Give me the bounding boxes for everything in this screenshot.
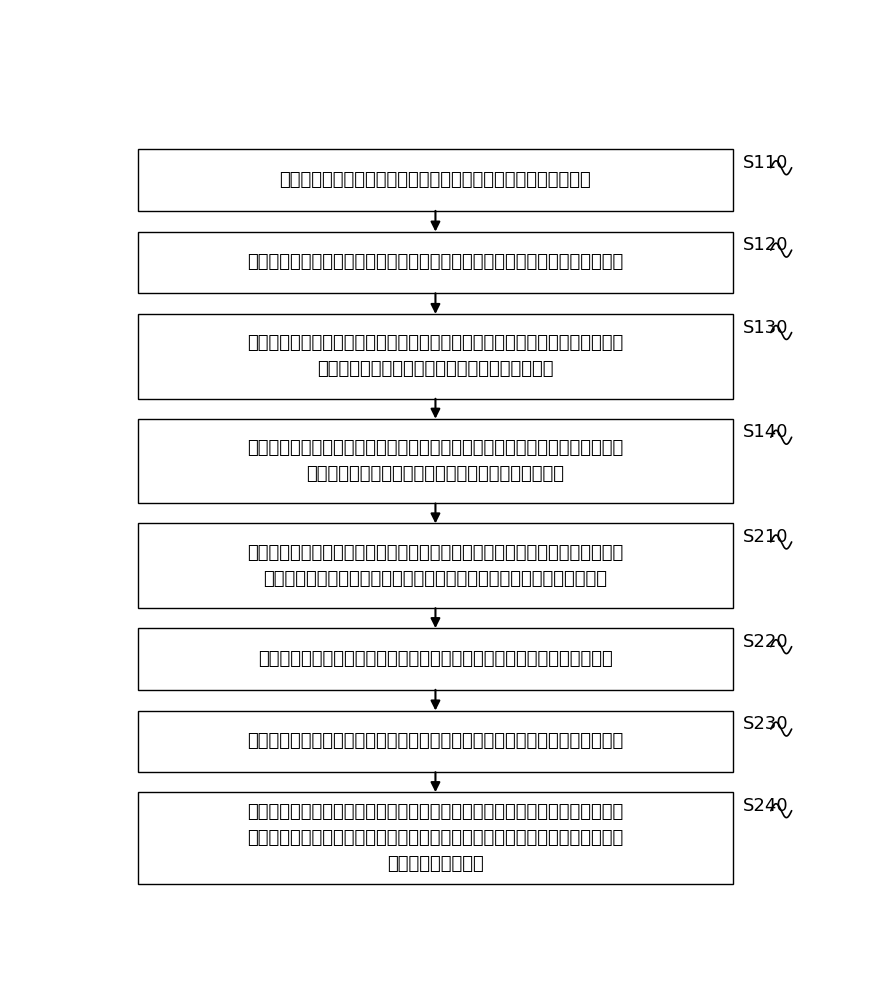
Text: S240: S240: [742, 797, 788, 815]
Bar: [138, 314, 732, 399]
Text: 穿刺角度和推进距离: 穿刺角度和推进距离: [386, 855, 484, 873]
Bar: [138, 149, 732, 211]
Text: 积最大的血管轮廓区域并分离，得到血管轮廓图像: 积最大的血管轮廓区域并分离，得到血管轮廓图像: [316, 360, 553, 378]
Bar: [138, 628, 732, 690]
Text: 径，选取超声血管图像的血管腔内区域作为识别扫描穿刺针的感兴趣区域: 径，选取超声血管图像的血管腔内区域作为识别扫描穿刺针的感兴趣区域: [263, 570, 607, 588]
Text: 将所述二值化穿刺针图像进行轮廓检测并提取穿刺针轮廓，得到穿刺针轮廓图像: 将所述二值化穿刺针图像进行轮廓检测并提取穿刺针轮廓，得到穿刺针轮廓图像: [247, 732, 623, 750]
Text: 根据穿刺针实际穿刺方向对应到所述超声血管图像的穿刺针倾斜方向，扫描所述: 根据穿刺针实际穿刺方向对应到所述超声血管图像的穿刺针倾斜方向，扫描所述: [247, 803, 623, 821]
Text: 的深度位置、血管下壁的深度位置和血管腔的内壁直径: 的深度位置、血管下壁的深度位置和血管腔的内壁直径: [306, 465, 564, 483]
Text: S140: S140: [742, 423, 788, 441]
Bar: [138, 711, 732, 772]
Text: 穿刺针轮廓图像中穿刺针轮廓左右极点的图像坐标，得到所述穿刺针针尖深度、: 穿刺针轮廓图像中穿刺针轮廓左右极点的图像坐标，得到所述穿刺针针尖深度、: [247, 829, 623, 847]
Text: 将所述二值化血管图像进行轮廓检测并提取血管轮廓，扫描出图像中血管轮廓面: 将所述二值化血管图像进行轮廓检测并提取血管轮廓，扫描出图像中血管轮廓面: [247, 334, 623, 352]
Text: S110: S110: [742, 154, 788, 172]
Text: 将所述皮下血管的感兴趣区域的图像转化为血管轮廓边缘平滑的二值化血管图像: 将所述皮下血管的感兴趣区域的图像转化为血管轮廓边缘平滑的二值化血管图像: [247, 253, 623, 271]
Text: S220: S220: [742, 633, 788, 651]
Text: S120: S120: [742, 236, 788, 254]
Text: 根据所述血管上壁的深度位置、所述血管下壁的深度位置和所述血管腔的内壁直: 根据所述血管上壁的深度位置、所述血管下壁的深度位置和所述血管腔的内壁直: [247, 544, 623, 562]
Bar: [138, 523, 732, 608]
Text: 选取超声血管图像的上方区域作为识别扫描皮下血管的感兴趣区域: 选取超声血管图像的上方区域作为识别扫描皮下血管的感兴趣区域: [279, 171, 591, 189]
Text: S210: S210: [742, 528, 788, 546]
Text: 扫描所述血管轮廓图像中血管轮廓的上下轮廓线上点的图像坐标，得到血管上壁: 扫描所述血管轮廓图像中血管轮廓的上下轮廓线上点的图像坐标，得到血管上壁: [247, 439, 623, 457]
Text: S230: S230: [742, 715, 788, 733]
Bar: [138, 232, 732, 293]
Bar: [138, 792, 732, 884]
Bar: [138, 419, 732, 503]
Text: S130: S130: [742, 319, 788, 337]
Text: 将所述穿刺针的感兴趣区域的图像转化为轮廓边缘平滑的二值化穿刺针图像: 将所述穿刺针的感兴趣区域的图像转化为轮廓边缘平滑的二值化穿刺针图像: [257, 650, 612, 668]
